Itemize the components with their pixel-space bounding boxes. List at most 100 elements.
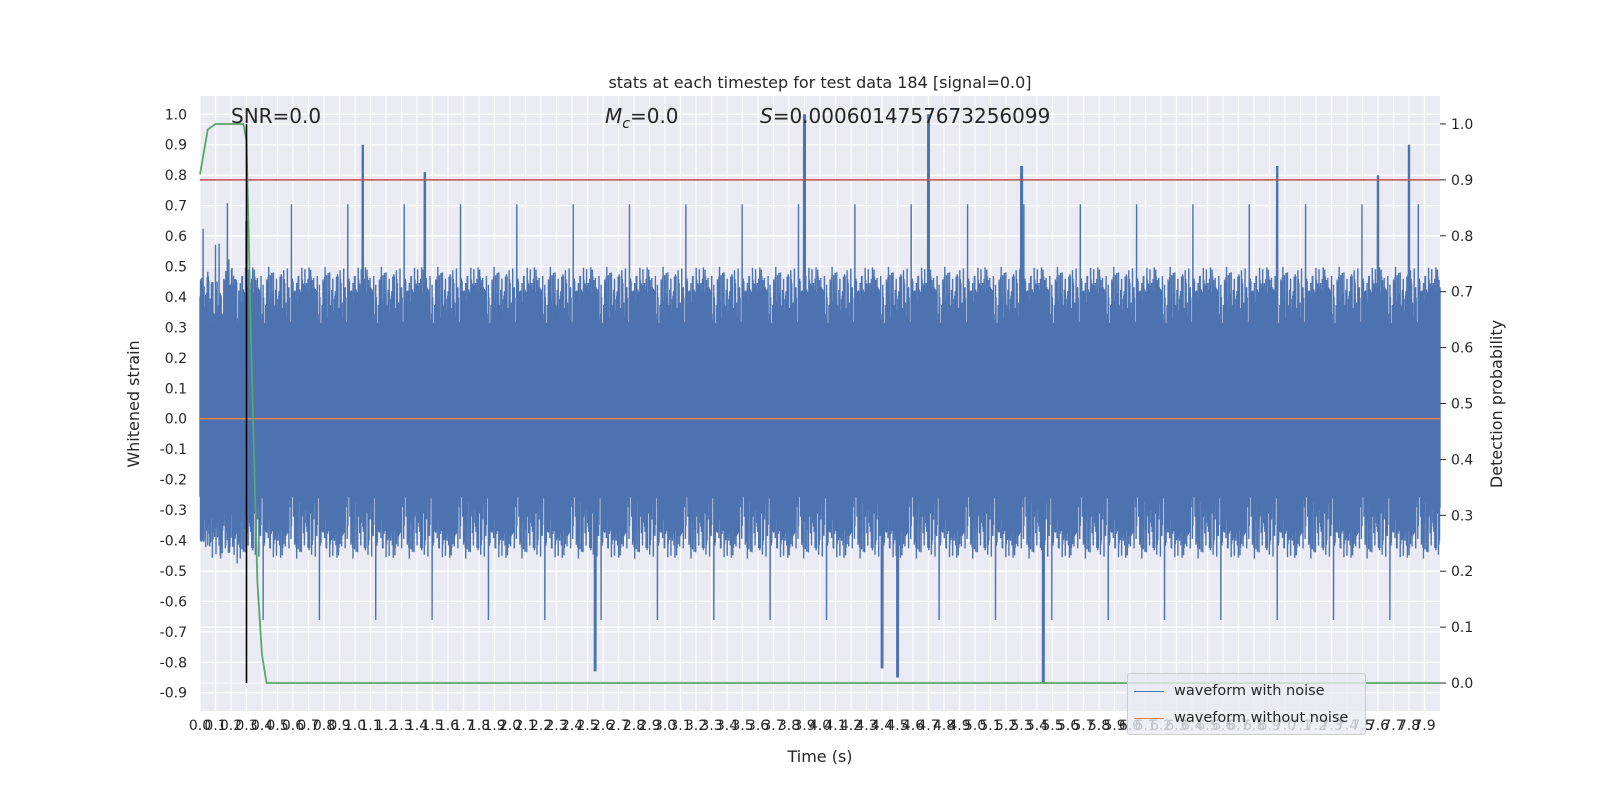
left-y-tick-label: 0.3 xyxy=(165,320,187,336)
x-tick-label: 3.7 xyxy=(762,718,784,734)
left-y-tick-label: -0.3 xyxy=(160,503,187,519)
chart-title: stats at each timestep for test data 184… xyxy=(608,73,1031,92)
right-y-tick-label: 0.1 xyxy=(1451,620,1473,636)
left-y-tick-label: -0.1 xyxy=(160,442,187,458)
right-y-tick-labels: 0.0 0.1 0.2 0.3 0.4 0.5 0.6 0.7 0.8 0.9 1.0 xyxy=(1440,117,1473,692)
right-y-tick-label: 0.9 xyxy=(1451,173,1473,189)
x-tick-label: 0.1 xyxy=(204,718,226,734)
x-tick-label: 4.7 xyxy=(917,718,939,734)
legend-item-waveform-without-noise: waveform without noise xyxy=(1134,708,1348,728)
left-y-axis-label: Whitened strain xyxy=(124,340,143,467)
x-tick-label: 5.3 xyxy=(1010,718,1032,734)
x-tick-label: 5.1 xyxy=(979,718,1001,734)
x-tick-label: 1.5 xyxy=(421,718,443,734)
left-y-tick-label: 0.2 xyxy=(165,351,187,367)
x-tick-label: 2.4 xyxy=(561,718,583,734)
x-tick-label: 2.8 xyxy=(623,718,645,734)
x-tick-label: 2.2 xyxy=(530,718,552,734)
x-tick-label: 3.6 xyxy=(747,718,769,734)
x-tick-label: 4.5 xyxy=(886,718,908,734)
s-value: =0.0006014757673256099 xyxy=(773,104,1051,128)
x-tick-label: 1.4 xyxy=(406,718,428,734)
right-y-tick-label: 0.0 xyxy=(1451,676,1473,692)
left-y-tick-label: -0.5 xyxy=(160,564,187,580)
x-tick-label: 0.8 xyxy=(313,718,335,734)
left-y-tick-label: -0.4 xyxy=(160,534,187,550)
x-tick-label: 1.7 xyxy=(452,718,474,734)
x-tick-label: 2.5 xyxy=(576,718,598,734)
legend-label-waveform-without-noise: waveform without noise xyxy=(1174,710,1349,726)
left-y-tick-label: -0.2 xyxy=(160,473,187,489)
x-tick-label: 4.1 xyxy=(824,718,846,734)
x-tick-label: 4.0 xyxy=(809,718,831,734)
left-y-tick-label: 0.6 xyxy=(165,229,187,245)
x-tick-label: 2.1 xyxy=(514,718,536,734)
waveform-with-noise-path xyxy=(199,114,1441,684)
x-tick-label: 5.8 xyxy=(1088,718,1110,734)
x-axis-label: Time (s) xyxy=(786,747,852,766)
x-tick-label: 5.2 xyxy=(995,718,1017,734)
x-tick-label: 3.5 xyxy=(731,718,753,734)
x-tick-label: 7.9 xyxy=(1413,718,1435,734)
left-y-tick-label: 0.0 xyxy=(165,412,187,428)
x-tick-label: 3.4 xyxy=(716,718,738,734)
legend-swatch-waveform-without-noise xyxy=(1134,717,1164,719)
x-tick-label: 5.7 xyxy=(1072,718,1094,734)
s-symbol: S xyxy=(760,104,773,128)
right-y-axis-label: Detection probability xyxy=(1487,320,1506,488)
x-tick-label: 0.4 xyxy=(251,718,273,734)
x-tick-label: 5.5 xyxy=(1041,718,1063,734)
x-tick-label: 1.1 xyxy=(359,718,381,734)
x-tick-label: 0.9 xyxy=(328,718,350,734)
right-y-tick-label: 0.3 xyxy=(1451,508,1473,524)
waveform-with-noise-line xyxy=(199,114,1441,684)
chirp-mass-symbol: M xyxy=(605,104,622,128)
x-tick-label: 2.0 xyxy=(499,718,521,734)
right-y-tick-label: 0.8 xyxy=(1451,229,1473,245)
right-y-tick-label: 0.2 xyxy=(1451,564,1473,580)
x-tick-label: 7.6 xyxy=(1367,718,1389,734)
right-y-tick-label: 0.6 xyxy=(1451,341,1473,357)
x-tick-label: 0.5 xyxy=(266,718,288,734)
x-tick-label: 4.3 xyxy=(855,718,877,734)
legend-label-waveform-with-noise: waveform with noise xyxy=(1174,683,1325,699)
x-tick-label: 1.6 xyxy=(437,718,459,734)
x-tick-label: 4.9 xyxy=(948,718,970,734)
x-tick-label: 0.2 xyxy=(220,718,242,734)
x-tick-label: 3.9 xyxy=(793,718,815,734)
x-tick-label: 4.4 xyxy=(871,718,893,734)
right-y-tick-label: 0.5 xyxy=(1451,397,1473,413)
x-tick-label: 5.9 xyxy=(1103,718,1125,734)
left-y-tick-label: -0.7 xyxy=(160,625,187,641)
chirp-mass-value: =0.0 xyxy=(630,104,679,128)
x-tick-label: 3.0 xyxy=(654,718,676,734)
x-tick-label: 3.1 xyxy=(669,718,691,734)
x-tick-label: 1.0 xyxy=(344,718,366,734)
x-tick-label: 7.7 xyxy=(1382,718,1404,734)
legend-item-waveform-with-noise: waveform with noise xyxy=(1134,681,1325,701)
x-tick-label: 1.3 xyxy=(390,718,412,734)
x-tick-label: 4.6 xyxy=(902,718,924,734)
x-tick-label: 0.6 xyxy=(282,718,304,734)
left-y-tick-label: 0.9 xyxy=(165,138,187,154)
x-tick-label: 1.2 xyxy=(375,718,397,734)
left-y-tick-label: 0.8 xyxy=(165,168,187,184)
x-tick-label: 4.8 xyxy=(933,718,955,734)
left-y-tick-label: 0.1 xyxy=(165,381,187,397)
s-annotation: S=0.0006014757673256099 xyxy=(760,104,1050,128)
left-y-tick-labels: -0.9 -0.8 -0.7 -0.6 -0.5 -0.4 -0.3 -0.2 -0.1 0.0 0… xyxy=(160,107,187,701)
left-y-tick-label: -0.9 xyxy=(160,686,187,702)
left-y-tick-label: 0.7 xyxy=(165,199,187,215)
x-tick-label: 2.7 xyxy=(607,718,629,734)
right-y-tick-label: 1.0 xyxy=(1451,117,1473,133)
x-tick-label: 7.8 xyxy=(1398,718,1420,734)
chirp-mass-subscript: c xyxy=(622,116,630,132)
legend-swatch-waveform-with-noise xyxy=(1134,690,1164,692)
x-tick-label: 3.3 xyxy=(700,718,722,734)
right-y-tick-label: 0.7 xyxy=(1451,285,1473,301)
left-y-tick-label: -0.6 xyxy=(160,594,187,610)
left-y-tick-label: 0.5 xyxy=(165,259,187,275)
x-tick-label: 5.6 xyxy=(1057,718,1079,734)
x-tick-label: 3.2 xyxy=(685,718,707,734)
